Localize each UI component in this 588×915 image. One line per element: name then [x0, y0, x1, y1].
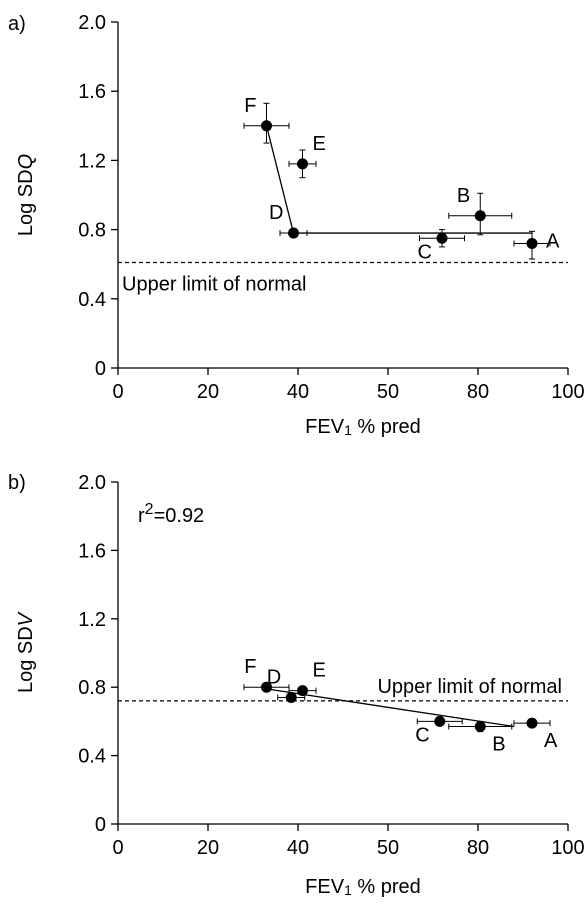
data-point-f: [261, 681, 272, 693]
y-tick-label: 1.2: [78, 609, 106, 631]
y-tick-label: 0.8: [78, 220, 106, 242]
x-axis-title-main: FEV: [305, 876, 345, 898]
y-tick-label: 0.4: [78, 746, 106, 768]
r-squared-label: r2=0.92: [138, 501, 204, 527]
x-axis-title-rest: % pred: [352, 876, 421, 898]
data-point-e: [297, 158, 308, 170]
y-tick-label: 0.8: [78, 677, 106, 699]
x-axis-title: FEV1 % pred: [305, 416, 421, 438]
x-tick-label: 40: [287, 837, 309, 859]
x-tick-label: 40: [287, 381, 309, 403]
y-axis-title-main: Log SD: [15, 169, 37, 236]
y-tick-label: 2.0: [78, 12, 106, 34]
point-label-c: C: [415, 724, 429, 746]
panel-a-chart: a) 0 0.4 0.8 1.2 1.6 2.0 0 20 40 50 80 100 FEV1 % pre…: [8, 12, 585, 438]
x-axis-title-main: FEV: [305, 416, 345, 438]
x-axis-title-subscript: 1: [344, 422, 352, 438]
y-axis-title-main: Log SD: [15, 626, 37, 693]
x-tick-label: 20: [197, 381, 219, 403]
point-label-b: B: [492, 734, 505, 756]
y-tick-label: 2.0: [78, 472, 106, 494]
data-point-e: [297, 685, 308, 697]
y-tick-label: 1.6: [78, 81, 106, 103]
x-tick-label: 100: [551, 837, 584, 859]
fit-line: [266, 688, 515, 728]
panel-label: b): [8, 472, 26, 494]
y-tick-label: 1.6: [78, 540, 106, 562]
point-label-f: F: [244, 95, 256, 117]
y-axis-title-italic: Q: [15, 154, 37, 170]
y-axis-title: Log SDV: [15, 611, 37, 693]
data-point-d: [285, 691, 297, 703]
x-axis-title-rest: % pred: [352, 416, 421, 438]
point-label-d: D: [267, 666, 281, 688]
r-squared-value: =0.92: [154, 505, 205, 527]
point-label-d: D: [269, 202, 283, 224]
y-tick-label: 0: [95, 358, 106, 380]
point-label-b: B: [457, 185, 470, 207]
data-point-a: [526, 237, 538, 249]
x-tick-label: 0: [112, 837, 123, 859]
x-tick-label: 20: [197, 837, 219, 859]
point-label-e: E: [313, 660, 326, 682]
data-point-b: [474, 210, 486, 222]
y-axis-title-italic: V: [15, 611, 37, 626]
x-tick-label: 50: [377, 837, 399, 859]
r-squared-superscript: 2: [145, 501, 154, 518]
point-label-e: E: [313, 133, 326, 155]
upper-limit-label: Upper limit of normal: [122, 273, 307, 295]
x-tick-label: 100: [551, 381, 584, 403]
r-squared-main: r: [138, 505, 145, 527]
y-tick-label: 1.2: [78, 150, 106, 172]
point-label-a: A: [546, 230, 560, 252]
x-tick-label: 80: [467, 837, 489, 859]
y-tick-label: 0.4: [78, 289, 106, 311]
x-tick-label: 50: [377, 381, 399, 403]
data-point-c: [436, 232, 448, 244]
y-axis-title: Log SDQ: [15, 154, 37, 236]
point-label-f: F: [244, 656, 256, 678]
x-tick-label: 0: [112, 381, 123, 403]
data-point-a: [526, 717, 538, 729]
x-tick-label: 80: [467, 381, 489, 403]
data-point-c: [434, 715, 446, 727]
data-point-b: [474, 721, 486, 733]
fit-line: [265, 125, 295, 234]
upper-limit-label: Upper limit of normal: [377, 676, 562, 698]
x-axis-title-subscript: 1: [344, 882, 352, 898]
x-axis-title: FEV1 % pred: [305, 876, 421, 898]
panel-label: a): [8, 13, 26, 35]
point-label-c: C: [418, 241, 432, 263]
y-tick-label: 0: [95, 814, 106, 836]
data-point-d: [288, 227, 299, 239]
point-label-a: A: [544, 730, 558, 752]
data-point-f: [261, 120, 272, 132]
